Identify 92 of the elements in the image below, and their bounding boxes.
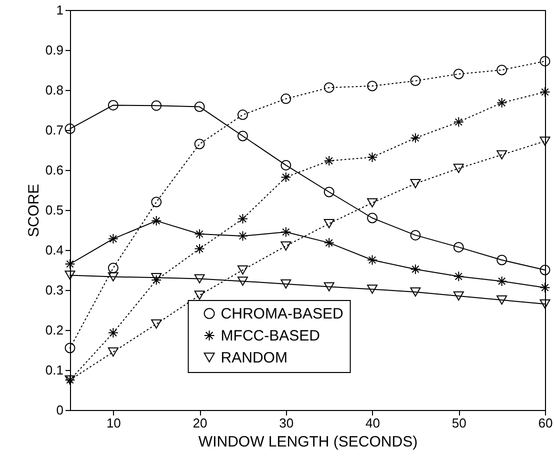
point (540, 86, 550, 98)
x-tick-label: 30 (279, 416, 294, 430)
point (108, 262, 118, 274)
point (108, 347, 118, 357)
point (280, 279, 292, 289)
point (410, 178, 421, 188)
point (410, 287, 421, 297)
point (367, 284, 378, 294)
point (108, 234, 118, 244)
point (194, 228, 205, 240)
point (280, 94, 292, 104)
point (496, 64, 508, 76)
point (280, 241, 292, 251)
point (453, 164, 464, 174)
legend-label: MFCC-BASED (220, 328, 320, 344)
point (151, 100, 162, 111)
point (237, 276, 248, 286)
point (324, 186, 334, 198)
point (367, 152, 378, 162)
point (64, 270, 76, 280)
point (324, 156, 334, 166)
point (64, 342, 76, 354)
point (151, 196, 162, 208)
point (367, 198, 378, 208)
point (496, 150, 508, 160)
point (324, 218, 334, 228)
point (496, 98, 508, 108)
point (237, 130, 248, 142)
point (237, 230, 248, 242)
x-tick-label: 20 (192, 416, 208, 430)
point (367, 254, 378, 266)
point (108, 272, 118, 282)
point (453, 291, 464, 301)
point (64, 124, 76, 134)
point (194, 244, 205, 254)
point (367, 80, 378, 92)
point (540, 264, 550, 276)
point (237, 110, 248, 120)
point (324, 82, 334, 93)
y-tick-label: 0.5 (45, 202, 64, 218)
point (64, 258, 76, 270)
point (410, 76, 421, 86)
y-tick-label: 0 (56, 402, 64, 418)
point (540, 299, 550, 309)
x-tick-label: 60 (538, 416, 553, 430)
point (324, 238, 334, 248)
point (453, 242, 464, 252)
point (151, 216, 162, 226)
point (453, 116, 464, 128)
point (108, 100, 118, 110)
point (108, 328, 118, 338)
point (237, 214, 248, 224)
point (540, 136, 550, 146)
point (410, 230, 421, 240)
x-axis-title: WINDOW LENGTH (SECONDS) (198, 434, 418, 450)
point (496, 254, 508, 266)
point (194, 274, 205, 284)
x-tick-label: 50 (452, 416, 466, 430)
y-tick-label: 1 (56, 2, 64, 18)
point (324, 282, 334, 292)
point (453, 68, 464, 80)
y-tick-label: 0.1 (45, 362, 64, 378)
point (194, 290, 205, 300)
point (540, 56, 550, 66)
point (280, 226, 292, 238)
y-tick-label: 0.6 (45, 162, 64, 178)
point (410, 264, 421, 274)
point (280, 172, 292, 182)
y-tick-label: 0.2 (45, 322, 64, 338)
point (151, 272, 162, 282)
x-tick-label: 10 (106, 416, 121, 430)
legend-label: RANDOM (220, 350, 288, 366)
y-tick-label: 0.7 (45, 122, 64, 138)
point (496, 276, 508, 286)
point (151, 319, 162, 329)
point (496, 295, 508, 305)
y-tick-label: 0.8 (45, 82, 64, 98)
y-axis-title: SCORE (25, 184, 42, 238)
point (194, 102, 205, 112)
point (237, 265, 248, 275)
y-tick-label: 0.4 (45, 242, 64, 258)
point (453, 271, 464, 282)
point (540, 282, 550, 293)
point (194, 138, 205, 150)
y-tick-label: 0.3 (45, 282, 64, 298)
y-tick-label: 0.9 (45, 42, 64, 58)
point (410, 132, 421, 144)
legend-label: CHROMA-BASED (220, 306, 344, 322)
point (367, 212, 378, 224)
x-tick-label: 40 (366, 416, 380, 430)
point (280, 160, 292, 170)
point (151, 274, 162, 286)
